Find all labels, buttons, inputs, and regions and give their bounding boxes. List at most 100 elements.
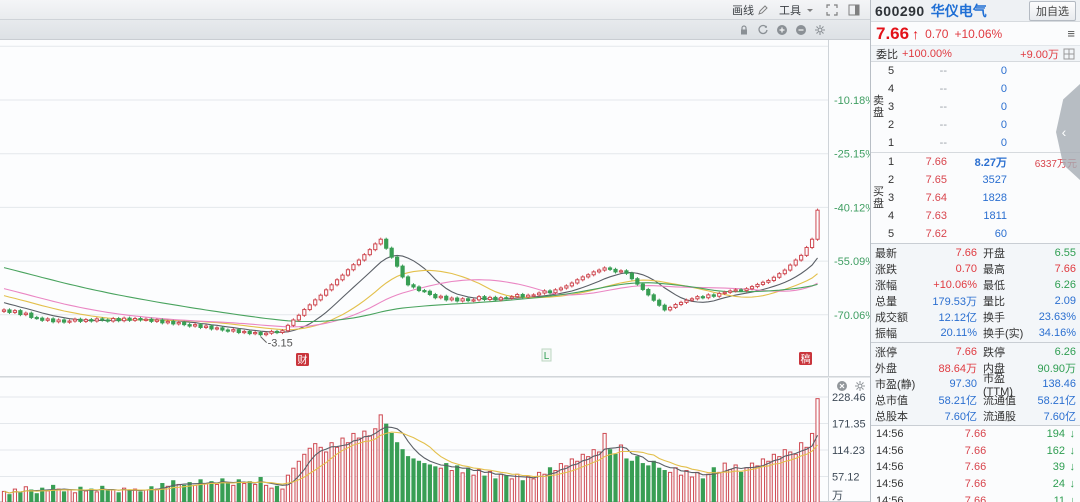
stat-label: 涨跌 bbox=[875, 264, 897, 276]
pane-divider[interactable] bbox=[0, 376, 870, 378]
weibi-row: 委比 +100.00% +9.00万 bbox=[871, 45, 1080, 62]
stat-label: 最高 bbox=[983, 264, 1005, 276]
trade-volume: 39 bbox=[1052, 461, 1065, 474]
buy-volume: 1811 bbox=[983, 210, 1007, 222]
refresh-icon[interactable] bbox=[757, 24, 769, 36]
weibi-label: 委比 bbox=[876, 48, 898, 61]
stat-label: 总量 bbox=[875, 296, 897, 308]
stat-value: 7.60亿 bbox=[944, 411, 977, 423]
stat-value: 58.21亿 bbox=[1037, 395, 1076, 407]
draw-line-button[interactable]: 画线 bbox=[732, 2, 769, 18]
news-marker-label: 财 bbox=[298, 354, 308, 367]
event-marker-label: L bbox=[544, 351, 550, 362]
trade-volume: 162 bbox=[1046, 444, 1065, 457]
caret-down-icon bbox=[807, 8, 813, 12]
zoom-in-icon[interactable] bbox=[776, 24, 788, 36]
trade-volume: 11 bbox=[1053, 494, 1065, 502]
hamburger-menu-icon[interactable]: ≡ bbox=[1067, 26, 1075, 41]
news-marker[interactable] bbox=[799, 352, 812, 365]
volume-axis-label: 228.46 bbox=[832, 392, 866, 404]
stat-value: 7.66 bbox=[955, 346, 977, 358]
buy-amount: 6337万元 bbox=[1034, 158, 1077, 170]
level-number: 4 bbox=[888, 210, 895, 222]
buy-row[interactable]: 4 7.63 1811 bbox=[886, 207, 1080, 225]
fullscreen-icon[interactable] bbox=[826, 3, 838, 16]
volume-axis-label: 57.12 bbox=[832, 472, 860, 484]
price-axis-label: -25.15% bbox=[834, 149, 870, 161]
stat-value: 20.11% bbox=[940, 327, 978, 339]
stat-label: 振幅 bbox=[875, 328, 897, 340]
price-change-pct: +10.06% bbox=[954, 26, 1003, 41]
sell-row[interactable]: 1 -- 0 bbox=[886, 134, 1080, 152]
stat-value: 23.63% bbox=[1038, 311, 1076, 323]
stock-name[interactable]: 华仪电气 bbox=[930, 2, 987, 19]
down-arrow-icon: ↓ bbox=[1069, 444, 1076, 457]
stat-row: 振幅 20.11% 换手(实) 34.16% bbox=[871, 325, 1080, 341]
tick-trade-list[interactable]: 14:56 7.66 194 ↓ 14:56 7.66 162 ↓ 14:56 7.66 39 ↓ 14… bbox=[871, 425, 1080, 502]
price-axis-label: -10.18% bbox=[834, 95, 870, 107]
lock-icon[interactable] bbox=[738, 24, 750, 36]
price-axis-label: -40.12% bbox=[834, 202, 870, 214]
ma-line-60 bbox=[3, 267, 818, 323]
last-price: 7.66 bbox=[876, 23, 910, 43]
sell-volume: 0 bbox=[1000, 83, 1007, 95]
stat-value: 7.60亿 bbox=[1043, 411, 1076, 423]
tools-dropdown[interactable]: 工具 bbox=[779, 2, 816, 18]
buy-row[interactable]: 2 7.65 3527 bbox=[886, 171, 1080, 189]
stats-block-2: 涨停 7.66 跌停 6.26 外盘 88.64万 内盘 90.90万 市盈(静) 97.30 市盈… bbox=[871, 342, 1080, 425]
trade-time: 14:56 bbox=[876, 444, 904, 457]
stat-value: 138.46 bbox=[1042, 378, 1076, 390]
chart-column: 画线 工具 -10.18% -25.15% -40.12% -55.09% -70.06… bbox=[0, 0, 875, 502]
buy-price: 7.66 bbox=[925, 156, 947, 168]
sell-volume: 0 bbox=[1000, 65, 1007, 77]
buy-side: 买盘 1 7.66 8.27万 6337万元 2 7.65 3527 3 7.64 1828 4 7.… bbox=[871, 153, 1080, 243]
trade-row: 14:56 7.66 11 ↓ bbox=[871, 492, 1080, 502]
stat-value: 58.21亿 bbox=[938, 395, 977, 407]
event-marker[interactable] bbox=[541, 348, 552, 362]
volume-axis-label: 171.35 bbox=[832, 419, 866, 431]
buy-row[interactable]: 3 7.64 1828 bbox=[886, 189, 1080, 207]
volume-ma-line-10 bbox=[3, 431, 818, 494]
trade-time: 14:56 bbox=[876, 494, 904, 502]
candlestick-chart-pane[interactable]: -10.18% -25.15% -40.12% -55.09% -70.06% -3.15… bbox=[0, 40, 875, 376]
sell-volume: 0 bbox=[1000, 119, 1007, 131]
gear-icon[interactable] bbox=[854, 380, 866, 392]
sell-label: 卖盘 bbox=[873, 95, 884, 119]
volume-chart-pane[interactable]: 228.46 171.35 114.23 57.12 万 bbox=[0, 378, 870, 502]
buy-label: 买盘 bbox=[873, 186, 884, 210]
buy-rows: 1 7.66 8.27万 6337万元 2 7.65 3527 3 7.64 1828 4 7.63 1… bbox=[886, 153, 1080, 243]
grid-icon[interactable] bbox=[1063, 48, 1075, 60]
trade-row: 14:56 7.66 162 ↓ bbox=[871, 443, 1080, 460]
buy-row[interactable]: 1 7.66 8.27万 6337万元 bbox=[886, 153, 1080, 171]
pencil-icon bbox=[758, 4, 768, 15]
level-number: 1 bbox=[888, 156, 895, 168]
buy-volume: 8.27万 bbox=[974, 157, 1007, 169]
trade-price: 7.66 bbox=[964, 461, 987, 474]
sell-row[interactable]: 2 -- 0 bbox=[886, 116, 1080, 134]
sell-row[interactable]: 5 -- 0 bbox=[886, 62, 1080, 80]
stats-block-1: 最新 7.66 开盘 6.55 涨跌 0.70 最高 7.66 涨幅 +10.06% 最低 6.26 总… bbox=[871, 243, 1080, 342]
level-number: 3 bbox=[888, 192, 895, 204]
buy-volume: 1828 bbox=[982, 192, 1007, 204]
sell-row[interactable]: 3 -- 0 bbox=[886, 98, 1080, 116]
close-circle-icon[interactable] bbox=[836, 380, 848, 392]
drawing-toolbar: 画线 工具 bbox=[0, 0, 870, 20]
sell-row[interactable]: 4 -- 0 bbox=[886, 80, 1080, 98]
buy-row[interactable]: 5 7.62 60 bbox=[886, 225, 1080, 243]
chart-controls-toolbar bbox=[0, 20, 870, 40]
price-axis-label: -70.06% bbox=[834, 310, 870, 322]
stat-row: 外盘 88.64万 内盘 90.90万 bbox=[871, 360, 1080, 376]
stock-header: 600290 华仪电气 加自选 bbox=[871, 0, 1080, 22]
sell-price: -- bbox=[939, 83, 947, 95]
stat-label: 外盘 bbox=[875, 363, 897, 375]
stock-code: 600290 bbox=[875, 2, 925, 19]
news-marker[interactable] bbox=[296, 353, 309, 366]
volume-axis-label: 114.23 bbox=[832, 445, 865, 457]
gear-icon[interactable] bbox=[814, 24, 826, 36]
add-to-watchlist-button[interactable]: 加自选 bbox=[1029, 0, 1076, 21]
sell-volume: 0 bbox=[1000, 101, 1007, 113]
panel-toggle-icon[interactable] bbox=[848, 4, 860, 16]
stat-row: 市盈(静) 97.30 市盈(TTM) 138.46 bbox=[871, 373, 1080, 398]
stat-label: 内盘 bbox=[983, 363, 1005, 375]
zoom-out-icon[interactable] bbox=[795, 24, 807, 36]
